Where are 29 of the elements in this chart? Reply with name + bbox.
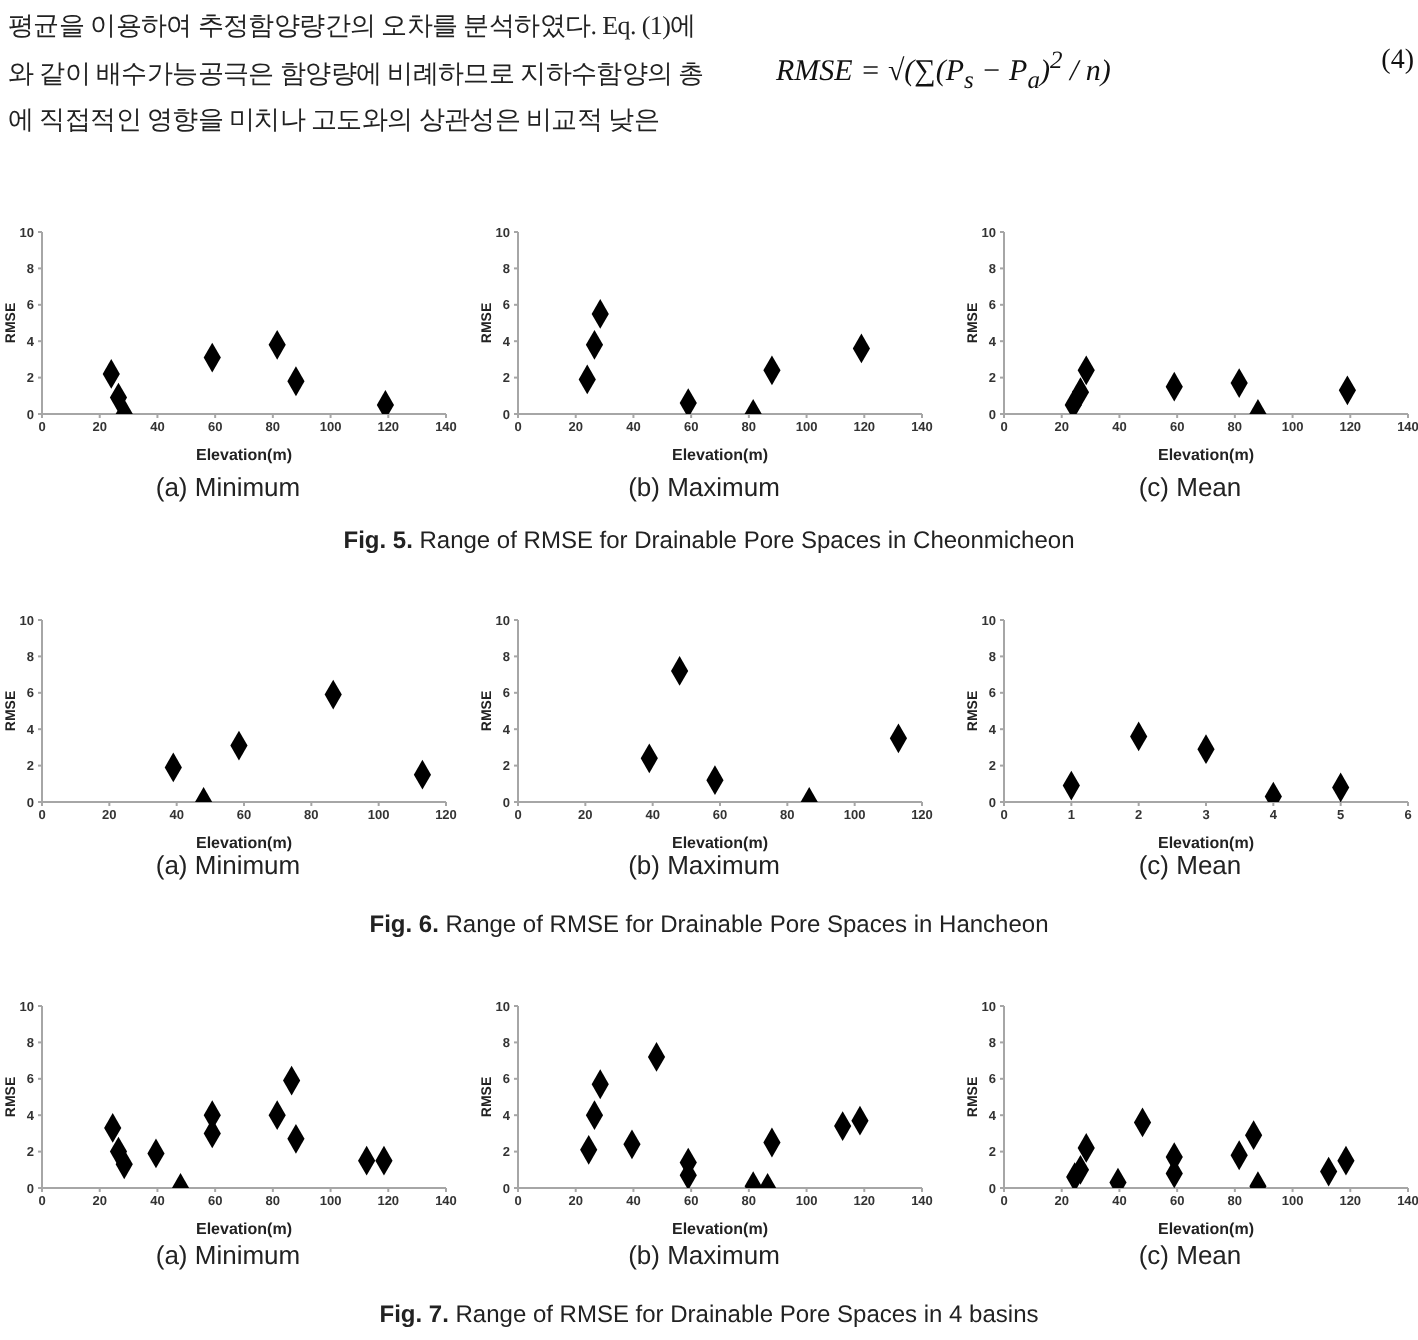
text: Fig. 5. [343,526,413,554]
text: (b) Maximum [626,850,782,882]
text: Range of RMSE for Drainable Pore Spaces in 4 basins [453,1300,1039,1328]
text: 에 직접적인 영향을 미치나 고도와의 상관성은 비교적 낮은 [8,104,659,136]
text: Fig. 7. [379,1300,449,1328]
x-axis-title: Elevation(m) [195,1220,293,1238]
x-axis-title: Elevation(m) [671,446,769,464]
text: (b) Maximum [626,1240,782,1272]
x-axis-title: Elevation(m) [1157,834,1255,852]
text: (c) Mean [1136,850,1242,882]
text: Fig. 6. [369,910,439,938]
text: (a) Minimum [153,850,303,882]
x-axis-title: Elevation(m) [195,834,293,852]
x-axis-title: Elevation(m) [195,446,293,464]
x-axis-title: Elevation(m) [1157,1220,1255,1238]
text: 와 같이 배수가능공극은 함양량에 비례하므로 지하수함양의 총 [8,57,704,89]
text: (b) Maximum [626,472,782,504]
text: (c) Mean [1136,472,1244,504]
text: (c) Mean [1136,1240,1244,1272]
x-axis-title: Elevation(m) [671,1220,769,1238]
text: Range of RMSE for Drainable Pore Spaces in Hancheon [443,910,1049,938]
text: (a) Minimum [153,472,303,504]
text: (4) [1381,44,1414,80]
text: RMSE = √(∑(P$_{s}$ − P$_{a}$)$^{2}$ / n) [776,44,1111,98]
x-axis-title: Elevation(m) [671,834,769,852]
x-axis-title: Elevation(m) [1157,446,1255,464]
text: Range of RMSE for Drainable Pore Spaces in Cheonmicheon [417,526,1075,554]
text: 평균을 이용하여 추정함양량간의 오차를 분석하였다. Eq. (1)에 [8,10,696,42]
text: (a) Minimum [153,1240,303,1272]
